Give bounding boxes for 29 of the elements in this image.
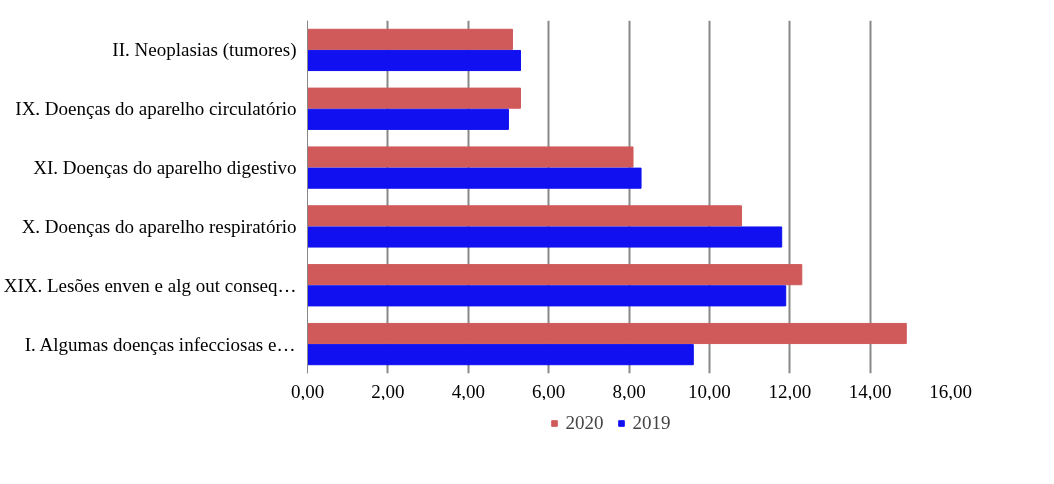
bar <box>307 205 743 227</box>
bar <box>307 49 521 72</box>
x-tick-label: 2,00 <box>371 380 405 402</box>
bar <box>307 167 642 189</box>
x-tick-label: 16,00 <box>929 380 972 402</box>
bar <box>307 322 907 345</box>
y-tick-label: I. Algumas doenças infecciosas e… <box>24 333 296 355</box>
bar <box>307 28 513 50</box>
x-tick-label: 8,00 <box>612 380 646 402</box>
bar <box>307 264 803 286</box>
bar <box>307 146 634 168</box>
x-tick-label: 4,00 <box>451 380 485 402</box>
bar <box>307 108 509 130</box>
bar <box>307 285 787 307</box>
x-tick-label: 10,00 <box>688 380 731 402</box>
y-tick-label: XIX. Lesões enven e alg out conseq… <box>3 274 297 296</box>
x-tick-label: 6,00 <box>532 380 566 402</box>
bar <box>307 344 694 366</box>
legend-label: 2019 <box>632 411 671 434</box>
x-tick-label: 12,00 <box>768 380 812 402</box>
legend-label: 2020 <box>565 411 604 434</box>
y-tick-label: X. Doenças do aparelho respiratório <box>21 215 297 237</box>
y-tick-label: IX. Doenças do aparelho circulatório <box>15 98 297 120</box>
bar <box>307 87 521 109</box>
x-tick-label: 0,00 <box>290 380 325 402</box>
y-tick-label: XI. Doenças do aparelho digestivo <box>33 157 297 179</box>
x-tick-label: 14,00 <box>848 380 892 402</box>
bar <box>307 226 783 248</box>
y-tick-label: II. Neoplasias (tumores) <box>112 39 297 62</box>
